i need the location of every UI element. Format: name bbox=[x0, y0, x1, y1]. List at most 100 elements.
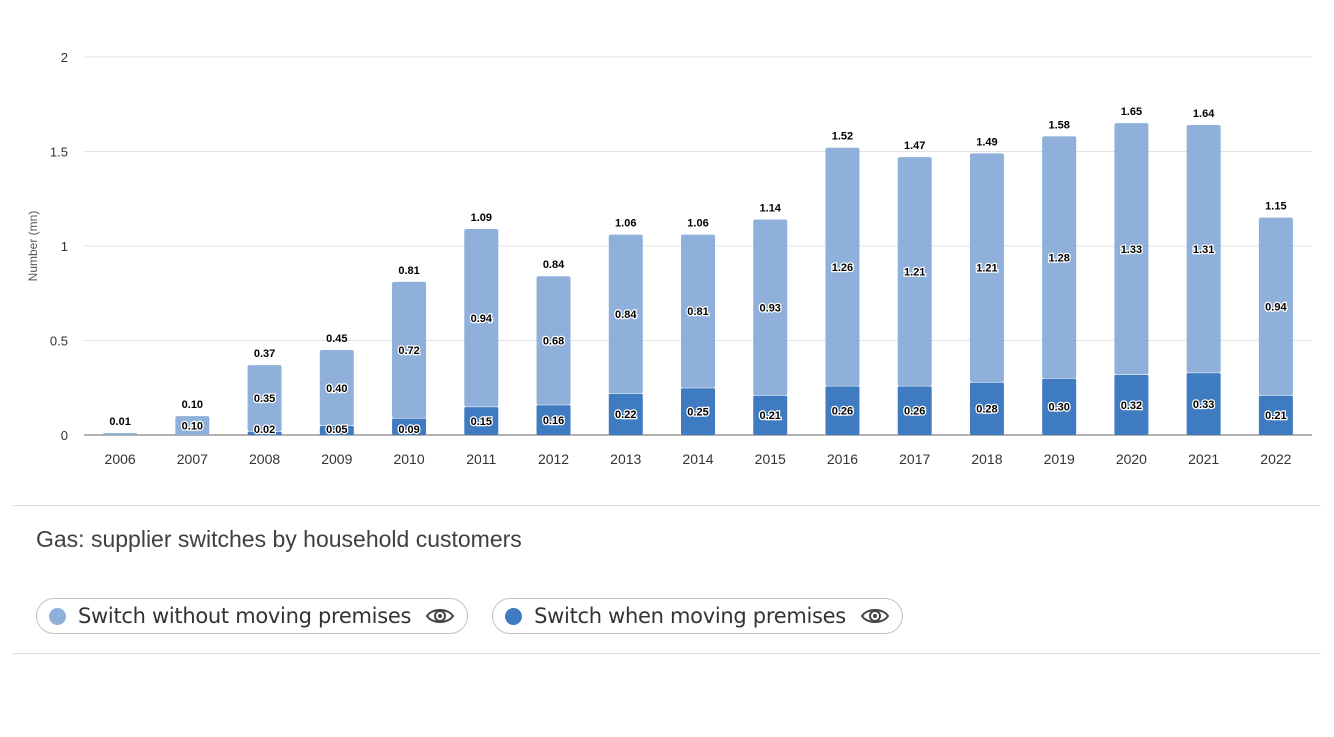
x-tick-label: 2018 bbox=[971, 451, 1002, 467]
bar-segment-moving bbox=[825, 385, 860, 435]
data-label-without-moving: 1.31 bbox=[1193, 244, 1214, 256]
bar-segment-without-moving bbox=[608, 234, 643, 394]
data-label-moving: 0.30 bbox=[1048, 402, 1069, 414]
bar-segment-without-moving bbox=[897, 157, 932, 386]
bar-segment-moving bbox=[681, 387, 715, 435]
bar-segment-moving bbox=[464, 406, 499, 435]
x-tick-label: 2009 bbox=[321, 451, 352, 467]
bar-segment-moving bbox=[247, 431, 282, 435]
legend: Switch without moving premises Switch wh… bbox=[36, 598, 903, 634]
bar-segment-moving bbox=[1186, 372, 1221, 435]
x-tick-label: 2019 bbox=[1044, 451, 1075, 467]
data-label-moving: 0.05 bbox=[326, 424, 347, 436]
total-label: 0.81 bbox=[398, 265, 419, 277]
bar-segment-moving bbox=[1042, 378, 1077, 435]
total-label: 0.84 bbox=[543, 259, 565, 271]
total-label: 1.09 bbox=[471, 212, 492, 224]
total-label: 0.45 bbox=[326, 333, 347, 345]
bar-segment-without-moving bbox=[1114, 123, 1149, 375]
data-label-moving: 0.26 bbox=[832, 405, 853, 417]
data-label-without-moving: 0.40 bbox=[326, 383, 347, 395]
x-tick-label: 2017 bbox=[899, 451, 930, 467]
x-tick-label: 2012 bbox=[538, 451, 569, 467]
x-tick-label: 2011 bbox=[466, 451, 496, 467]
data-label-moving: 0.09 bbox=[398, 424, 419, 436]
bar-segment-without-moving bbox=[247, 365, 282, 432]
bar-segment-moving bbox=[753, 395, 788, 435]
data-label-without-moving: 0.81 bbox=[687, 306, 708, 318]
data-label-moving: 0.32 bbox=[1121, 400, 1142, 412]
data-label-without-moving: 0.72 bbox=[398, 345, 419, 357]
data-label-without-moving: 0.68 bbox=[543, 336, 564, 348]
y-tick-label: 2 bbox=[61, 50, 68, 65]
data-label-without-moving: 1.28 bbox=[1048, 252, 1069, 264]
bar-segment-moving bbox=[319, 425, 354, 435]
legend-label-without-moving: Switch without moving premises bbox=[78, 604, 412, 628]
data-label-moving: 0.22 bbox=[615, 409, 636, 421]
data-label-without-moving: 1.33 bbox=[1121, 244, 1142, 256]
bar-segment-without-moving bbox=[1258, 217, 1293, 396]
total-label: 0.10 bbox=[182, 399, 203, 411]
bar-segment-moving bbox=[969, 382, 1004, 435]
data-label-without-moving: 1.21 bbox=[904, 267, 925, 279]
bar-segment-without-moving bbox=[1042, 136, 1077, 379]
y-tick-label: 0 bbox=[61, 428, 68, 443]
total-label: 1.65 bbox=[1121, 106, 1142, 118]
y-tick-label: 1 bbox=[61, 239, 68, 254]
total-label: 1.58 bbox=[1048, 119, 1069, 131]
bar-segment-without-moving bbox=[103, 433, 138, 435]
x-tick-label: 2007 bbox=[177, 451, 208, 467]
data-label-without-moving: 0.94 bbox=[1265, 301, 1287, 313]
x-tick-label: 2022 bbox=[1260, 451, 1291, 467]
bar-segment-without-moving bbox=[175, 416, 210, 435]
x-tick-label: 2008 bbox=[249, 451, 280, 467]
x-tick-label: 2014 bbox=[682, 451, 713, 467]
data-label-without-moving: 0.10 bbox=[182, 421, 203, 433]
data-label-moving: 0.21 bbox=[760, 410, 781, 422]
bar-segment-without-moving bbox=[464, 228, 499, 407]
data-label-moving: 0.26 bbox=[904, 405, 925, 417]
x-tick-label: 2010 bbox=[393, 451, 424, 467]
bottom-divider bbox=[13, 653, 1321, 654]
bar-segment-without-moving bbox=[319, 349, 354, 426]
y-tick-label: 1.5 bbox=[50, 145, 68, 160]
data-label-without-moving: 0.84 bbox=[615, 309, 637, 321]
legend-item-switch-without-moving[interactable]: Switch without moving premises bbox=[36, 598, 469, 634]
bar-segment-without-moving bbox=[1186, 125, 1221, 373]
total-label: 1.14 bbox=[760, 203, 782, 215]
data-label-moving: 0.15 bbox=[471, 416, 492, 428]
total-label: 0.01 bbox=[109, 416, 130, 428]
data-label-moving: 0.21 bbox=[1265, 410, 1286, 422]
total-label: 1.47 bbox=[904, 140, 925, 152]
legend-label-when-moving: Switch when moving premises bbox=[534, 604, 846, 628]
data-label-moving: 0.33 bbox=[1193, 399, 1214, 411]
data-label-without-moving: 0.93 bbox=[760, 302, 781, 314]
bar-segment-without-moving bbox=[969, 153, 1004, 383]
x-tick-label: 2020 bbox=[1116, 451, 1147, 467]
legend-item-switch-when-moving[interactable]: Switch when moving premises bbox=[492, 598, 903, 634]
bar-segment-without-moving bbox=[825, 147, 860, 386]
y-tick-label: 0.5 bbox=[50, 334, 68, 349]
data-label-moving: 0.28 bbox=[976, 404, 997, 416]
data-label-moving: 0.25 bbox=[687, 406, 708, 418]
bar-segment-without-moving bbox=[753, 219, 788, 396]
bar-segment-moving bbox=[392, 417, 427, 435]
data-label-without-moving: 0.35 bbox=[254, 393, 275, 405]
chart-title: Gas: supplier switches by household cust… bbox=[36, 526, 522, 552]
top-divider bbox=[13, 505, 1321, 506]
legend-swatch-without-moving bbox=[49, 607, 66, 625]
data-label-without-moving: 1.21 bbox=[976, 263, 997, 275]
bar-segment-without-moving bbox=[536, 276, 571, 405]
bar-segment-moving bbox=[1114, 374, 1149, 435]
bar-segment-without-moving bbox=[681, 234, 715, 388]
bar-segment-moving bbox=[897, 385, 932, 435]
bar-segment-moving bbox=[608, 393, 643, 435]
total-label: 1.06 bbox=[615, 218, 636, 230]
eye-icon[interactable] bbox=[425, 605, 455, 627]
total-label: 1.49 bbox=[976, 136, 997, 148]
eye-icon[interactable] bbox=[860, 605, 890, 627]
x-tick-label: 2015 bbox=[755, 451, 786, 467]
total-label: 0.37 bbox=[254, 348, 275, 360]
